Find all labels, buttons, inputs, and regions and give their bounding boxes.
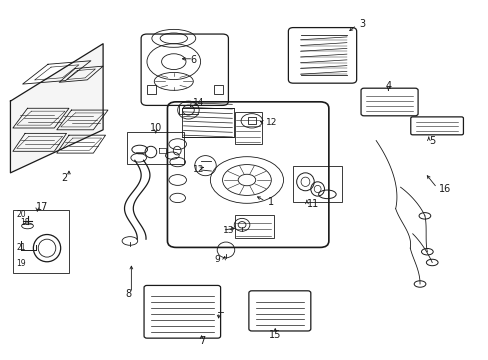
Text: 20: 20 <box>16 210 26 219</box>
Bar <box>213 85 222 94</box>
Bar <box>13 211 69 273</box>
Bar <box>234 112 261 144</box>
Text: 9: 9 <box>214 255 220 264</box>
Text: 15: 15 <box>268 330 281 340</box>
Text: 19: 19 <box>16 259 26 268</box>
Text: 12: 12 <box>193 165 204 174</box>
Text: 6: 6 <box>190 55 197 65</box>
Polygon shape <box>10 44 103 173</box>
Text: 4: 4 <box>385 81 390 91</box>
Text: 11: 11 <box>306 199 319 210</box>
Text: 21: 21 <box>16 243 26 252</box>
Text: 18: 18 <box>20 218 30 227</box>
Bar <box>127 132 183 164</box>
Bar <box>293 166 341 202</box>
Text: 10: 10 <box>149 123 162 133</box>
Text: 5: 5 <box>428 136 434 146</box>
Text: 14: 14 <box>193 98 204 107</box>
Bar <box>248 117 256 125</box>
Text: 12: 12 <box>266 118 277 127</box>
Text: 3: 3 <box>358 19 365 29</box>
Text: 2: 2 <box>61 173 67 183</box>
Text: 17: 17 <box>36 202 48 212</box>
Text: 1: 1 <box>267 197 273 207</box>
Bar <box>182 108 233 137</box>
Bar <box>234 215 273 238</box>
Text: 16: 16 <box>438 184 450 194</box>
Bar <box>147 85 156 94</box>
Text: 13: 13 <box>222 226 234 235</box>
Text: 7: 7 <box>199 336 205 346</box>
Text: 8: 8 <box>125 289 131 299</box>
